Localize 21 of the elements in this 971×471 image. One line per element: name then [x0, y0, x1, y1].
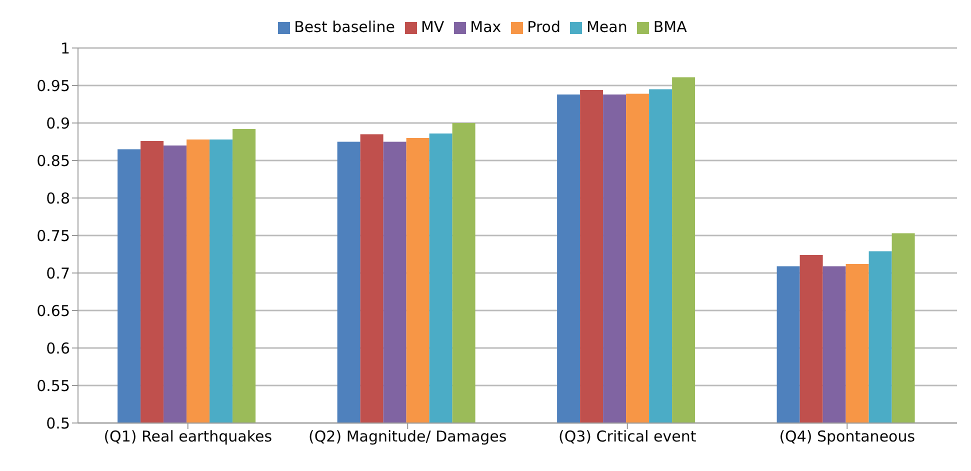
y-tick-label: 0.6	[46, 339, 70, 358]
y-tick-label: 0.9	[46, 114, 70, 132]
y-tick-label: 0.7	[46, 264, 70, 282]
y-tick-label: 0.75	[36, 226, 70, 245]
y-tick-label: 0.5	[46, 414, 70, 432]
x-tick-label: (Q3) Critical event	[558, 428, 696, 446]
y-tick-label: 0.55	[36, 376, 70, 395]
x-tick-label: (Q4) Spontaneous	[779, 428, 916, 446]
y-tick-label: 0.95	[36, 76, 70, 95]
legend-label: Mean	[586, 18, 628, 36]
x-tick-label: (Q2) Magnitude/ Damages	[308, 428, 507, 446]
legend-label: MV	[420, 18, 444, 36]
y-tick-label: 0.85	[36, 152, 70, 170]
legend-label: Prod	[527, 18, 560, 36]
legend-label: Max	[470, 18, 502, 36]
y-tick-label: 0.65	[36, 302, 70, 320]
legend-label: BMA	[653, 18, 687, 36]
legend-label: Best baseline	[294, 18, 395, 36]
y-tick-label: 0.8	[46, 189, 70, 208]
x-tick-label: (Q1) Real earthquakes	[104, 428, 272, 446]
y-tick-label: 1	[60, 39, 70, 58]
